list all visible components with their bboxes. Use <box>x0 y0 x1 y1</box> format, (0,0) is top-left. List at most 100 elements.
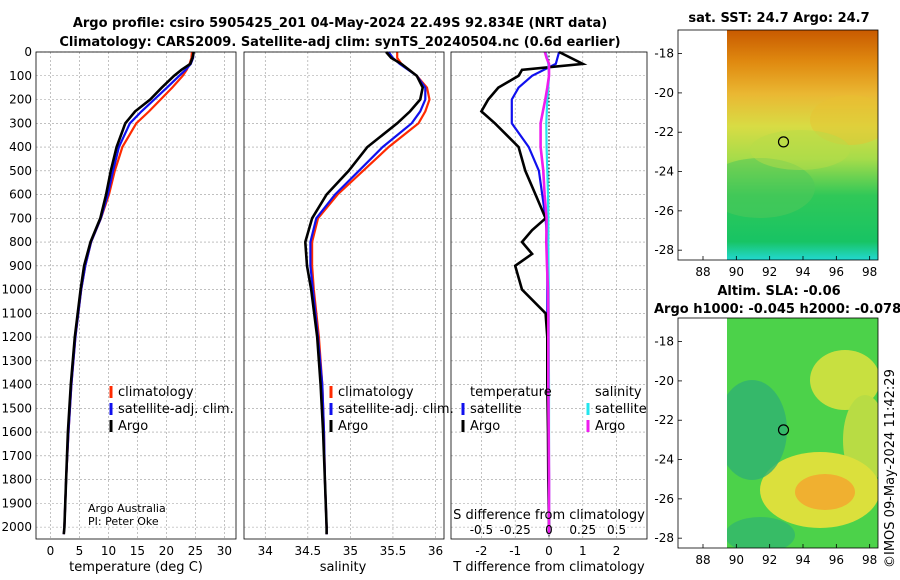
legend-satellite-label: satellite-adj. clim. <box>338 402 454 417</box>
legend-t-satellite-label: satellite <box>470 402 522 417</box>
sla-map-title: Altim. SLA: -0.06 <box>717 284 840 299</box>
temperature-frame <box>35 51 237 540</box>
sla-map-subtitle: Argo h1000: -0.045 h2000: -0.078 <box>654 302 900 317</box>
x-tick-label: 15 <box>130 544 145 558</box>
temperature-tick-labels: 0 5 10 15 20 25 30 <box>47 544 232 558</box>
difference-legend: temperature satellite Argo salinity sate… <box>461 385 647 434</box>
t-diff-tick-labels: -2 -1 0 1 2 <box>475 544 620 558</box>
s-diff-tick-label: -0.5 <box>470 523 493 537</box>
depth-tick-label: 1300 <box>1 354 32 368</box>
lat-tick-label: -18 <box>654 335 674 349</box>
title-line-1: Argo profile: csiro 5905425_201 04-May-2… <box>73 16 607 31</box>
lat-tick-label: -24 <box>654 165 674 179</box>
temperature-climatology-line <box>62 51 193 535</box>
legend-temperature-heading: temperature <box>470 385 552 400</box>
x-tick-label: 20 <box>159 544 174 558</box>
sst-warm-patch <box>810 95 878 145</box>
legend-argo-label: Argo <box>338 419 368 434</box>
lon-tick-label: 94 <box>795 553 810 567</box>
legend-climatology-label: climatology <box>338 385 414 400</box>
depth-tick-label: 1500 <box>1 401 32 415</box>
sla-lat-ticks: -18 -20 -22 -24 -26 -28 <box>654 335 682 545</box>
depth-tick-label: 1700 <box>1 449 32 463</box>
s-diff-tick-label: 0.5 <box>607 523 626 537</box>
depth-tick-label: 800 <box>9 235 32 249</box>
sla-yellow-patch-north <box>810 350 878 410</box>
sla-argo-location-marker <box>777 424 790 436</box>
lat-tick-label: -20 <box>654 86 674 100</box>
sst-map-panel: sat. SST: 24.7 Argo: 24.7 -18 -20 -22 -24 -2… <box>654 11 879 279</box>
sst-heatmap <box>727 30 878 260</box>
lon-tick-label: 92 <box>762 265 777 279</box>
depth-tick-label: 2000 <box>1 520 32 534</box>
lat-tick-label: -28 <box>654 243 674 257</box>
depth-tick-label: 500 <box>9 164 32 178</box>
depth-tick-label: 400 <box>9 140 32 154</box>
s-diff-argo-line <box>539 51 551 535</box>
sst-lat-ticks: -18 -20 -22 -24 -26 -28 <box>654 47 682 257</box>
lon-tick-label: 90 <box>729 265 744 279</box>
temperature-axis-label: temperature (deg C) <box>69 560 203 575</box>
lon-tick-label: 88 <box>695 553 710 567</box>
t-diff-argo-line <box>479 50 588 535</box>
lat-tick-label: -24 <box>654 453 674 467</box>
x-tick-label: 35 <box>343 544 358 558</box>
salinity-legend: climatology satellite-adj. clim. Argo <box>329 385 454 434</box>
legend-climatology-label: climatology <box>118 385 194 400</box>
depth-tick-label: 1200 <box>1 330 32 344</box>
salinity-axis-label: salinity <box>320 560 367 575</box>
x-tick-label: 0 <box>545 544 553 558</box>
difference-panel: -2 -1 0 1 2 -0.5 -0.25 0 0.25 0.5 S difference f… <box>450 50 648 575</box>
sla-orange-patch <box>795 474 855 510</box>
x-tick-label: 2 <box>613 544 621 558</box>
legend-s-satellite-label: satellite <box>595 402 647 417</box>
difference-frame <box>450 51 648 540</box>
imos-watermark: ©IMOS 09-May-2024 11:42:29 <box>883 369 898 568</box>
credit-line-2: PI: Peter Oke <box>88 515 159 528</box>
temperature-argo-line <box>62 51 195 535</box>
sla-map-frame <box>677 317 879 549</box>
x-tick-label: 36 <box>428 544 443 558</box>
depth-tick-label: 300 <box>9 116 32 130</box>
temperature-series <box>62 51 195 535</box>
temperature-legend: climatology satellite-adj. clim. Argo <box>109 385 234 434</box>
x-tick-label: 34.5 <box>294 544 321 558</box>
salinity-series <box>303 51 431 535</box>
credit-line-1: Argo Australia <box>88 502 166 515</box>
x-tick-label: 25 <box>188 544 203 558</box>
sla-map-panel: Altim. SLA: -0.06 Argo h1000: -0.045 h20… <box>654 284 900 567</box>
legend-satellite-label: satellite-adj. clim. <box>118 402 234 417</box>
x-tick-label: 10 <box>101 544 116 558</box>
x-tick-label: -1 <box>509 544 521 558</box>
x-tick-label: 5 <box>76 544 84 558</box>
depth-tick-label: 100 <box>9 69 32 83</box>
s-diff-tick-label: 0 <box>545 523 553 537</box>
sst-lon-ticks: 88 90 92 94 96 98 <box>695 256 877 279</box>
depth-tick-label: 700 <box>9 211 32 225</box>
depth-tick-label: 1400 <box>1 378 32 392</box>
sla-teal-patch-south <box>727 517 795 548</box>
salinity-satellite-line <box>309 51 427 535</box>
sst-map-frame <box>677 29 879 261</box>
x-tick-label: -2 <box>475 544 487 558</box>
legend-salinity-heading: salinity <box>595 385 642 400</box>
lon-tick-label: 96 <box>829 553 844 567</box>
lat-tick-label: -20 <box>654 374 674 388</box>
lat-tick-label: -22 <box>654 413 674 427</box>
lon-tick-label: 94 <box>795 265 810 279</box>
salinity-tick-labels: 34 34.5 35 35.5 36 <box>258 544 443 558</box>
temperature-panel: 0100200300400500600700800900100011001200… <box>1 45 237 575</box>
x-tick-label: 30 <box>217 544 232 558</box>
lat-tick-label: -26 <box>654 204 674 218</box>
depth-tick-label: 1600 <box>1 425 32 439</box>
lon-tick-label: 98 <box>862 553 877 567</box>
salinity-grid <box>244 51 444 539</box>
depth-tick-label: 1000 <box>1 283 32 297</box>
depth-tick-label: 600 <box>9 188 32 202</box>
temperature-satellite-line <box>62 51 195 535</box>
salinity-argo-line <box>303 51 425 535</box>
x-tick-label: 35.5 <box>380 544 407 558</box>
t-diff-axis-label: T difference from climatology <box>452 560 645 575</box>
legend-argo-label: Argo <box>118 419 148 434</box>
